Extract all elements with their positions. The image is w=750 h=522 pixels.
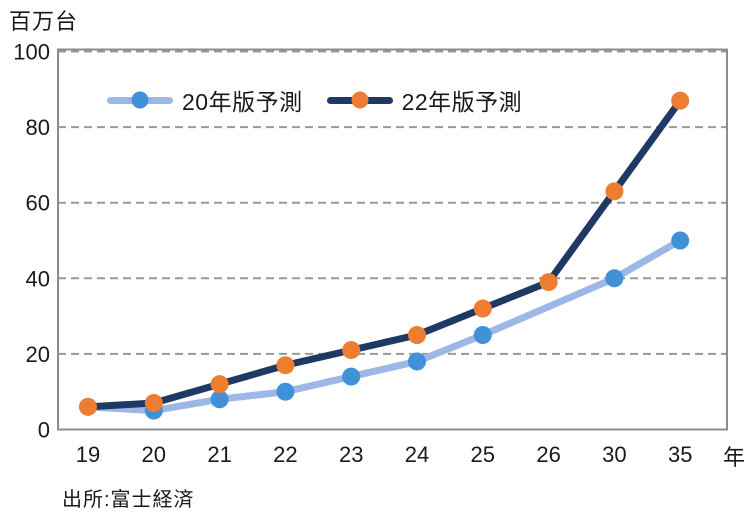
data-point-22年版予測-22 — [276, 356, 295, 375]
data-point-22年版予測-26 — [539, 273, 558, 292]
y-axis-unit-label: 百万台 — [9, 9, 79, 34]
legend-item-22-forecast: 22年版予測 — [326, 83, 523, 117]
legend-line-sample-blue — [107, 91, 173, 109]
x-tick-label-23: 23 — [339, 442, 363, 467]
y-tick-label-0: 0 — [38, 418, 50, 443]
data-point-20年版予測-22 — [276, 382, 295, 401]
data-point-20年版予測-35 — [671, 231, 690, 250]
series-line-22年版予測 — [84, 97, 684, 411]
data-point-20年版予測-25 — [473, 326, 492, 344]
x-tick-label-24: 24 — [405, 442, 429, 467]
data-point-22年版予測-21 — [210, 375, 229, 394]
y-tick-label-20: 20 — [26, 342, 50, 367]
x-tick-label-19: 19 — [76, 442, 100, 467]
data-point-22年版予測-30 — [605, 182, 624, 201]
data-point-20年版予測-23 — [342, 367, 361, 386]
legend-marker-blue-icon — [131, 91, 149, 109]
data-point-22年版予測-35 — [671, 91, 690, 110]
data-point-22年版予測-24 — [408, 326, 426, 344]
x-tick-label-22: 22 — [273, 442, 297, 467]
legend-label-22-forecast: 22年版予測 — [401, 89, 523, 115]
x-tick-label-21: 21 — [207, 442, 231, 467]
plot-frame — [57, 48, 728, 431]
source-note: 出所:富士経済 — [62, 489, 195, 511]
x-axis-unit-label: 年 — [723, 445, 746, 470]
y-tick-label-40: 40 — [26, 266, 50, 291]
x-tick-label-20: 20 — [142, 442, 166, 467]
legend-label-20-forecast: 20年版予測 — [182, 89, 303, 115]
data-point-20年版予測-21 — [210, 390, 229, 409]
x-tick-label-30: 30 — [602, 442, 626, 467]
data-point-20年版予測-30 — [605, 269, 624, 288]
y-tick-label-100: 100 — [13, 40, 50, 65]
x-tick-label-25: 25 — [471, 442, 495, 467]
data-point-22年版予測-25 — [473, 299, 492, 318]
data-point-22年版予測-20 — [144, 394, 163, 413]
legend-item-20-forecast: 20年版予測 — [107, 83, 303, 117]
series-line-20年版予測 — [84, 237, 684, 415]
legend-line-sample-navy — [326, 91, 393, 109]
x-tick-label-26: 26 — [536, 442, 560, 467]
legend-marker-orange-icon — [351, 91, 369, 109]
legend: 20年版予測 22年版予測 — [107, 83, 522, 117]
data-point-20年版予測-24 — [408, 352, 426, 371]
data-point-22年版予測-23 — [342, 341, 361, 360]
x-tick-label-35: 35 — [668, 442, 692, 467]
y-tick-label-60: 60 — [26, 191, 50, 216]
data-point-22年版予測-19 — [79, 397, 97, 416]
y-tick-label-80: 80 — [26, 115, 50, 140]
